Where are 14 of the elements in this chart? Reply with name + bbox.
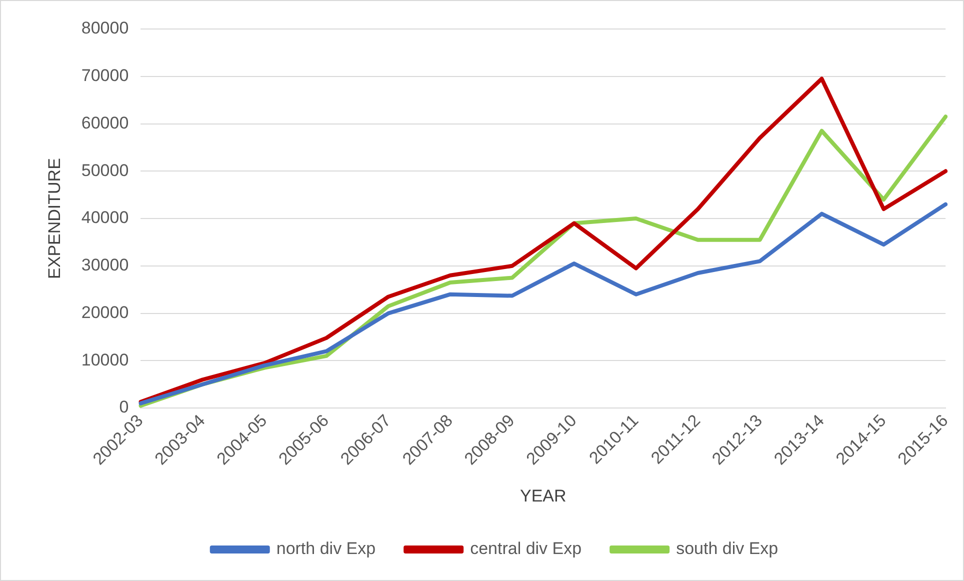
y-tick-label: 10000 [81,350,129,370]
y-tick-label: 20000 [81,302,129,322]
y-tick-label: 0 [119,398,129,417]
legend-label: south div Exp [676,539,778,558]
x-axis-title: YEAR [520,486,566,506]
y-tick-label: 80000 [81,18,129,38]
y-tick-label: 70000 [81,66,129,86]
y-tick-label: 60000 [81,113,129,132]
legend-label: central div Exp [470,539,582,558]
y-tick-label: 30000 [81,256,129,275]
y-tick-label: 50000 [81,160,129,180]
y-axis-title: EXPENDITURE [44,158,64,279]
legend-label: north div Exp [276,539,376,558]
y-tick-label: 40000 [81,208,129,228]
